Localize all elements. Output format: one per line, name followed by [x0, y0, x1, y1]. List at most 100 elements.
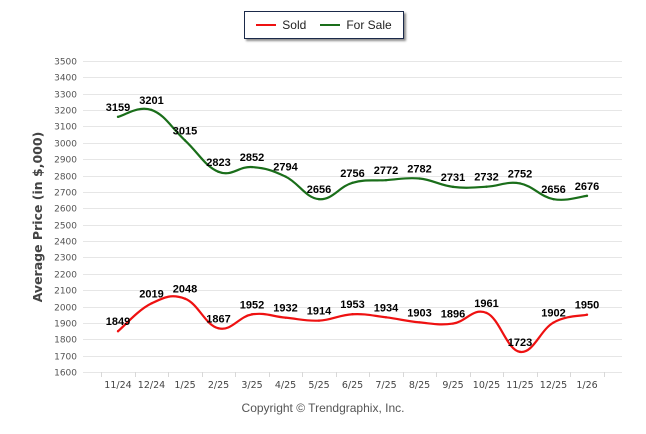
- legend: Sold For Sale: [244, 11, 404, 39]
- data-label-sold: 1867: [206, 313, 230, 325]
- x-tick-label: 11/24: [104, 380, 131, 391]
- y-tick-label: 2100: [54, 287, 77, 297]
- series-lines: [116, 107, 589, 354]
- data-label-sold: 2048: [173, 284, 197, 296]
- data-label-for-sale: 2676: [575, 181, 599, 193]
- data-label-sold: 1961: [474, 298, 498, 310]
- data-point-sold: [418, 321, 421, 324]
- data-point-for-sale: [585, 194, 589, 198]
- legend-label: Sold: [282, 18, 307, 32]
- data-label-sold: 1849: [106, 316, 130, 328]
- y-tick-label: 1700: [54, 353, 77, 363]
- data-label-sold: 2019: [139, 288, 163, 300]
- data-label-for-sale: 3201: [139, 95, 163, 107]
- data-label-for-sale: 2756: [340, 168, 364, 180]
- data-point-sold: [585, 313, 589, 316]
- data-point-sold: [518, 350, 522, 354]
- y-tick-label: 3300: [54, 91, 77, 101]
- x-tick-label: 12/25: [540, 380, 567, 391]
- data-point-for-sale: [284, 175, 287, 178]
- x-tick-label: 1/25: [174, 380, 195, 391]
- data-point-for-sale: [217, 170, 220, 174]
- data-point-for-sale: [418, 177, 421, 180]
- data-point-for-sale: [485, 185, 488, 188]
- x-tick-label: 6/25: [342, 380, 363, 391]
- legend-item-sold[interactable]: Sold: [256, 18, 306, 32]
- data-point-for-sale: [150, 108, 153, 112]
- data-label-sold: 1902: [541, 308, 565, 320]
- data-label-for-sale: 2852: [240, 152, 264, 164]
- y-tick-label: 2000: [54, 304, 77, 314]
- series-line-for-sale: [117, 107, 588, 201]
- y-tick-label: 2500: [54, 222, 77, 232]
- y-axis-ticks: 1600 1700 1800 1900 2000 2100 2200 2300 2400 2500…: [54, 58, 77, 379]
- data-point-sold: [384, 316, 388, 319]
- data-point-for-sale: [250, 165, 254, 169]
- data-labels: 1849 2019 2048 1867 1952 1932 1914 1953 1934 1903…: [106, 95, 599, 349]
- data-point-sold: [217, 327, 220, 330]
- y-tick-label: 1800: [54, 336, 77, 346]
- data-label-sold: 1934: [374, 302, 399, 314]
- y-tick-label: 2400: [54, 238, 77, 248]
- data-label-for-sale: 3015: [173, 125, 197, 137]
- data-point-for-sale: [451, 185, 455, 189]
- data-point-sold: [150, 302, 153, 305]
- legend-swatch-sold: [256, 24, 277, 26]
- data-label-sold: 1952: [240, 299, 264, 311]
- y-tick-label: 3400: [54, 74, 77, 84]
- data-label-sold: 1914: [307, 306, 332, 318]
- data-label-for-sale: 2656: [307, 184, 331, 196]
- data-label-sold: 1723: [508, 337, 532, 349]
- data-point-sold: [451, 322, 455, 325]
- x-tick-label: 1/26: [576, 380, 597, 391]
- x-tick-label: 9/25: [442, 380, 463, 391]
- data-label-for-sale: 2732: [474, 172, 498, 184]
- data-label-sold: 1953: [340, 299, 364, 311]
- data-point-sold: [485, 311, 488, 315]
- data-point-sold: [552, 321, 555, 324]
- data-point-for-sale: [351, 181, 354, 184]
- data-label-for-sale: 2823: [206, 157, 230, 169]
- x-tick-label: 2/25: [208, 380, 229, 391]
- y-axis-label: Average Price (in $,000): [30, 132, 45, 303]
- data-point-for-sale: [518, 182, 522, 185]
- x-tick-label: 3/25: [241, 380, 262, 391]
- y-tick-label: 2200: [54, 271, 77, 281]
- data-point-for-sale: [116, 115, 120, 119]
- y-tick-label: 1600: [54, 369, 77, 379]
- y-tick-label: 2300: [54, 254, 77, 264]
- copyright-text: Copyright © Trendgraphix, Inc.: [241, 401, 405, 415]
- x-axis-ticks: 11/24 12/24 1/25 2/25 3/25 4/25 5/25 6/25 7/25 8/…: [101, 372, 605, 391]
- y-tick-label: 3100: [54, 123, 77, 133]
- y-tick-label: 2600: [54, 205, 77, 215]
- x-tick-label: 10/25: [473, 380, 500, 391]
- data-label-for-sale: 2752: [508, 168, 532, 180]
- data-point-sold: [284, 316, 287, 319]
- data-point-for-sale: [384, 178, 388, 182]
- data-point-sold: [317, 319, 321, 322]
- y-tick-label: 1900: [54, 320, 77, 330]
- data-label-for-sale: 2794: [273, 162, 298, 174]
- legend-item-for-sale[interactable]: For Sale: [320, 18, 392, 32]
- data-label-for-sale: 2731: [441, 172, 465, 184]
- data-label-sold: 1903: [407, 307, 431, 319]
- legend-label: For Sale: [346, 18, 392, 32]
- data-point-sold: [183, 297, 187, 300]
- data-label-sold: 1932: [273, 303, 297, 315]
- legend-swatch-for-sale: [320, 24, 341, 26]
- y-tick-label: 2800: [54, 173, 77, 183]
- x-tick-label: 8/25: [409, 380, 430, 391]
- x-tick-label: 4/25: [275, 380, 296, 391]
- data-point-sold: [351, 313, 354, 316]
- x-tick-label: 11/25: [506, 380, 533, 391]
- data-point-sold: [116, 330, 120, 333]
- data-point-for-sale: [317, 197, 321, 201]
- x-tick-label: 5/25: [308, 380, 329, 391]
- data-point-for-sale: [183, 139, 187, 142]
- y-tick-label: 2700: [54, 189, 77, 199]
- x-tick-label: 7/25: [375, 380, 396, 391]
- data-label-for-sale: 2782: [407, 164, 431, 176]
- data-point-sold: [250, 313, 254, 316]
- data-label-for-sale: 2656: [541, 184, 565, 196]
